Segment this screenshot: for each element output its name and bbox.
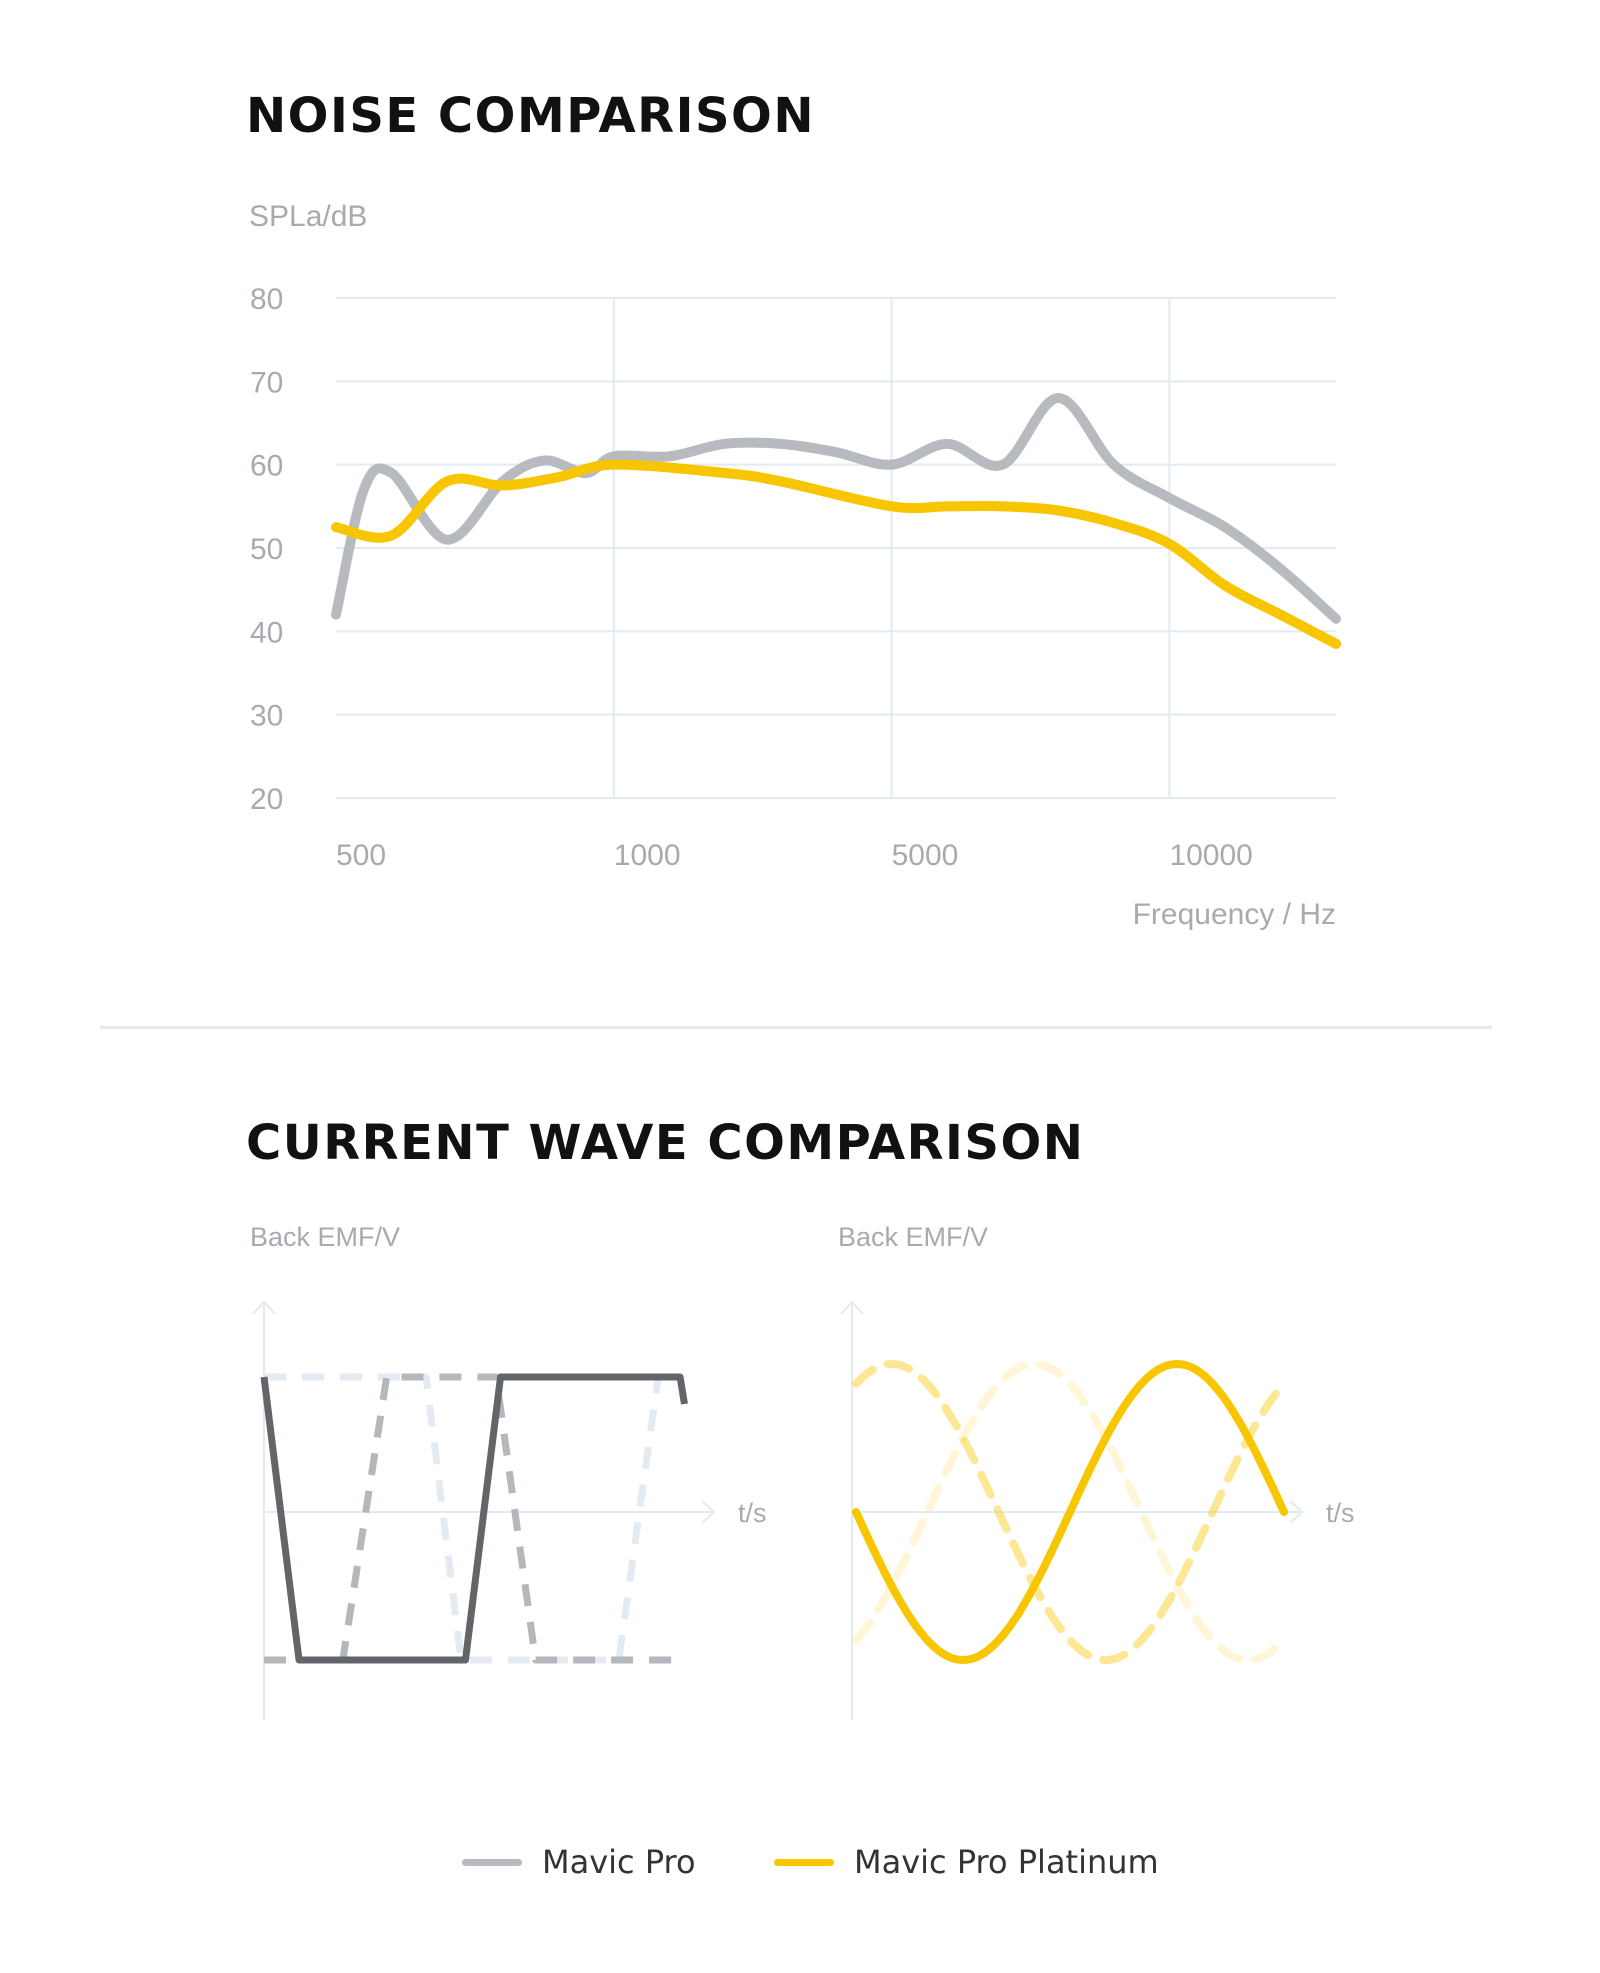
x-tick-label: 500 bbox=[336, 839, 386, 872]
wave-right-dashed-line bbox=[852, 1359, 1288, 1665]
legend-item-mavic-pro-platinum: Mavic Pro Platinum bbox=[774, 1832, 1159, 1892]
y-tick-label: 70 bbox=[250, 366, 283, 399]
wave-left-solid-line bbox=[260, 1373, 688, 1664]
x-tick-label: 1000 bbox=[614, 839, 681, 872]
noise-comparison-chart: SPLa/dB 80 70 60 50 40 30 20 500 1000 5000 10000 Fre… bbox=[249, 200, 1342, 931]
legend: Mavic Pro Mavic Pro Platinum bbox=[0, 1832, 1600, 1892]
section-divider bbox=[100, 1026, 1492, 1029]
wave-right-solid-line bbox=[852, 1359, 1288, 1665]
wave-right-y-arrow bbox=[840, 1300, 864, 1315]
wave-right-x-arrow bbox=[1289, 1500, 1304, 1524]
current-wave-charts: Back EMF/V t/s Back EMF/V t/s bbox=[250, 1222, 1355, 1720]
y-tick-label: 50 bbox=[250, 533, 283, 566]
wave-left-y-axis-label: Back EMF/V bbox=[250, 1222, 400, 1252]
series-mavic-pro-platinum-line bbox=[331, 459, 1342, 649]
y-tick-label: 60 bbox=[250, 450, 283, 483]
x-tick-label: 5000 bbox=[892, 839, 959, 872]
legend-swatch-mavic-pro bbox=[462, 1858, 522, 1866]
wave-right-y-axis-label: Back EMF/V bbox=[838, 1222, 988, 1252]
legend-label-mavic-pro-platinum: Mavic Pro Platinum bbox=[854, 1843, 1159, 1881]
legend-swatch-mavic-pro-platinum bbox=[774, 1858, 834, 1866]
series-mavic-pro-line bbox=[331, 393, 1342, 624]
wave-left-x-axis-label: t/s bbox=[738, 1498, 767, 1528]
y-axis-label: SPLa/dB bbox=[249, 200, 367, 233]
wave-right-dashed-light-line bbox=[852, 1359, 1288, 1665]
current-wave-comparison-title: CURRENT WAVE COMPARISON bbox=[246, 1115, 1085, 1171]
y-tick-label: 20 bbox=[250, 783, 283, 816]
wave-right-x-axis-label: t/s bbox=[1326, 1498, 1355, 1528]
legend-item-mavic-pro: Mavic Pro bbox=[462, 1832, 696, 1892]
wave-left-y-arrow bbox=[252, 1300, 276, 1315]
legend-label-mavic-pro: Mavic Pro bbox=[542, 1843, 696, 1881]
y-tick-label: 30 bbox=[250, 700, 283, 733]
x-axis-label: Frequency / Hz bbox=[1133, 898, 1336, 931]
x-tick-label: 10000 bbox=[1169, 839, 1252, 872]
noise-comparison-title: NOISE COMPARISON bbox=[246, 88, 815, 144]
y-tick-label: 80 bbox=[250, 283, 283, 316]
y-tick-label: 40 bbox=[250, 616, 283, 649]
wave-left-x-arrow bbox=[701, 1500, 716, 1524]
wave-left-dashed-line bbox=[264, 1373, 681, 1664]
